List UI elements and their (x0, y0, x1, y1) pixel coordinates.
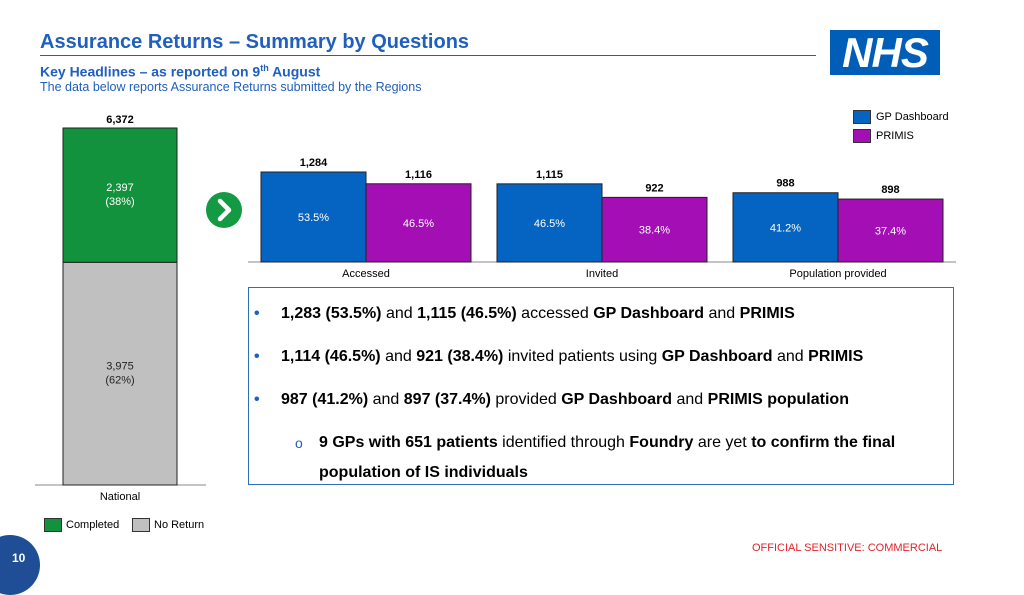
data-label-value: 1,284 (300, 157, 328, 169)
bold-term: GP Dashboard (561, 391, 673, 408)
data-label-percent: 37.4% (875, 226, 906, 238)
bold-figure: 921 (38.4%) (416, 348, 504, 365)
bold-figure: 987 (41.2%) (281, 391, 369, 408)
page-number: 10 (12, 551, 26, 565)
data-label-value: 988 (776, 178, 794, 190)
bullet-marker: • (254, 305, 260, 322)
text-fragment: and (772, 348, 809, 365)
data-label-percent: (38%) (105, 196, 134, 208)
x-tick-label: National (100, 491, 140, 503)
classification-label: OFFICIAL SENSITIVE: COMMERCIAL (752, 542, 943, 554)
data-label-value: 2,397 (106, 182, 134, 194)
data-label-percent: (62%) (105, 375, 134, 387)
page-note: The data below reports Assurance Returns… (40, 80, 422, 94)
text-fragment: accessed (516, 305, 594, 322)
bold-figure: 897 (37.4%) (403, 391, 491, 408)
page-title: Assurance Returns – Summary by Questions (40, 31, 470, 53)
data-label-value: 922 (645, 182, 663, 194)
bullet-text: 987 (41.2%) and 897 (37.4%) provided GP … (281, 385, 849, 415)
bold-term: PRIMIS population (707, 391, 849, 408)
text-fragment: and (704, 305, 740, 322)
bullet-marker: • (254, 391, 260, 408)
bold-term: GP Dashboard (593, 305, 705, 322)
data-label-value: 1,116 (405, 169, 432, 181)
bar-primis (365, 183, 472, 263)
sub-bullet-marker: o (295, 435, 303, 451)
bar-gp-dashboard (732, 192, 839, 263)
subtitle-superscript: th (260, 63, 269, 73)
bold-term: to confirm the final population of IS in… (319, 434, 896, 481)
text-fragment: invited patients using (503, 348, 662, 365)
bold-term: Foundry (629, 434, 694, 451)
bullet-text: 1,283 (53.5%) and 1,115 (46.5%) accessed… (281, 299, 795, 329)
legend-swatch-gp-dashboard (853, 110, 871, 124)
sub-bullet-text: 9 GPs with 651 patients identified throu… (319, 428, 939, 488)
page-subtitle: Key Headlines – as reported on 9th Augus… (40, 63, 320, 80)
text-fragment: and (381, 305, 418, 322)
bar-segment-completed (62, 127, 178, 263)
text-fragment: are yet (693, 434, 752, 451)
subtitle-main: Key Headlines – as reported on 9 (40, 63, 261, 80)
data-label-value: 1,115 (536, 169, 563, 181)
legend-swatch-no-return (132, 518, 150, 532)
title-underline (40, 55, 816, 56)
national-stacked-chart: 3,975 (62%) 2,397 (38%) 6,372 National 1,284 5… (35, 114, 956, 503)
bold-term: GP Dashboard (661, 348, 773, 365)
x-tick-label: Population provided (789, 268, 886, 280)
x-tick-label: Accessed (342, 268, 390, 280)
grouped-chart-marks: 1,284 53.5% 1,116 46.5% Accessed 1,115 46.5% 92… (248, 157, 956, 280)
summary-box: • 1,283 (53.5%) and 1,115 (46.5%) access… (248, 287, 954, 485)
bold-figure: 1,283 (53.5%) (281, 305, 382, 322)
data-label-value: 3,975 (106, 361, 134, 373)
data-label-percent: 41.2% (770, 222, 801, 234)
data-label-percent: 46.5% (403, 218, 434, 230)
data-label-percent: 46.5% (534, 218, 565, 230)
bullet-marker: • (254, 348, 260, 365)
bar-gp-dashboard (496, 183, 603, 263)
text-fragment: and (380, 348, 417, 365)
legend-label-completed: Completed (66, 519, 120, 531)
bullet-text: 1,114 (46.5%) and 921 (38.4%) invited pa… (281, 342, 863, 372)
text-fragment: and (368, 391, 404, 408)
bold-figure: 1,115 (46.5%) (417, 305, 517, 322)
subtitle-tail: August (268, 63, 321, 80)
data-label-percent: 53.5% (298, 212, 329, 224)
bar-gp-dashboard (260, 171, 367, 263)
nhs-logo: NHS (830, 30, 940, 75)
bar-primis (837, 198, 944, 263)
legend-label-gp-dashboard: GP Dashboard (876, 111, 949, 123)
x-tick-label: Invited (586, 268, 618, 280)
data-label-percent: 38.4% (639, 225, 670, 237)
bar-segment-no-return (62, 261, 178, 486)
bar-primis (601, 196, 708, 263)
legend-label-no-return: No Return (154, 519, 205, 531)
legend-swatch-primis (853, 129, 871, 143)
legend-swatch-completed (44, 518, 62, 532)
data-label-value: 898 (881, 184, 899, 196)
data-label-total: 6,372 (106, 114, 134, 126)
national-chart-marks: 3,975 (62%) 2,397 (38%) 6,372 National (35, 114, 206, 503)
bold-term: PRIMIS (739, 305, 795, 322)
legend-label-primis: PRIMIS (876, 130, 914, 142)
text-fragment: provided (490, 391, 562, 408)
bold-figure: 1,114 (46.5%) (281, 348, 381, 365)
text-fragment: identified through (497, 434, 630, 451)
bold-figure: 9 GPs with 651 patients (319, 434, 498, 451)
next-arrow-button[interactable] (206, 192, 242, 228)
chevron-right-icon (217, 198, 232, 222)
bold-term: PRIMIS (808, 348, 864, 365)
text-fragment: and (672, 391, 708, 408)
